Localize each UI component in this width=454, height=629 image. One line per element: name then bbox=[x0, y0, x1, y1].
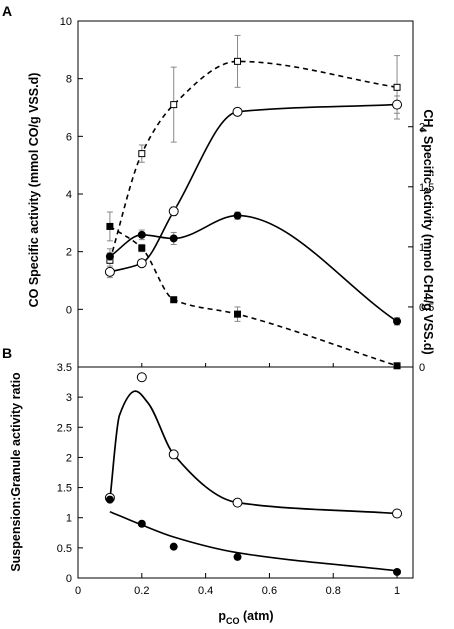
panel-b-y-axis-title: Suspension:Granule activity ratio bbox=[9, 372, 23, 572]
panel-a-right-tick-label: 0 bbox=[419, 362, 425, 374]
panel-a-series-3-point bbox=[105, 252, 114, 261]
panel-a-series-2-point bbox=[104, 266, 115, 277]
panel-b-plot bbox=[104, 372, 403, 576]
panel-a-left-ticks: 0 2 4 6 8 10 bbox=[60, 16, 83, 316]
panel-a-series-1-point bbox=[393, 83, 401, 91]
panel-a-series-1-point bbox=[170, 101, 178, 109]
panel-a-series-4-line bbox=[109, 225, 398, 367]
panel-b-series-1-point bbox=[136, 372, 147, 383]
panel-b-x-tick-label: 0.8 bbox=[326, 585, 341, 597]
panel-a-series-4-point bbox=[138, 244, 146, 252]
panel-b-series-2-line bbox=[109, 510, 398, 572]
panel-a-series-3-point bbox=[393, 317, 402, 326]
panel-b-y-ticks: 0 0.5 1 1.5 2 2.5 3 3.5 bbox=[57, 362, 83, 585]
panel-b-y-tick-label: 0 bbox=[66, 573, 72, 585]
panel-a-series-2-line bbox=[109, 103, 398, 273]
panel-a-left-tick-label: 6 bbox=[66, 131, 72, 143]
panel-b-y-tick-label: 2.5 bbox=[57, 422, 72, 434]
panel-a-series-4-point bbox=[234, 310, 242, 318]
panel-a-right-tick-label: 2 bbox=[419, 122, 425, 134]
panel-b: B Suspension:Granule activity ratio pCO … bbox=[2, 345, 414, 626]
panel-a-left-tick-label: 8 bbox=[66, 74, 72, 86]
panel-a-left-tick-label: 2 bbox=[66, 247, 72, 259]
panel-a-series-4-point bbox=[170, 296, 178, 304]
panel-a-series-4-point bbox=[106, 222, 114, 230]
panel-b-x-tick-label: 0 bbox=[75, 585, 81, 597]
panel-b-y-tick-label: 0.5 bbox=[57, 543, 72, 555]
panel-b-series-2-point bbox=[137, 519, 146, 528]
panel-a-series-1-line bbox=[109, 60, 398, 261]
panel-b-x-tick-label: 0.6 bbox=[262, 585, 277, 597]
panel-b-y-tick-label: 1 bbox=[66, 513, 72, 525]
panel-b-series-1-point bbox=[232, 497, 243, 508]
panel-b-y-tick-label: 3 bbox=[66, 392, 72, 404]
panel-a-left-axis-title: CO Specific activity (mmol CO/g VSS.d) bbox=[27, 73, 41, 308]
panel-a-series-2-point bbox=[232, 106, 243, 117]
panel-a-series-4-point bbox=[393, 362, 401, 370]
panel-a-series-3-line bbox=[109, 214, 398, 322]
panel-b-series-1-line bbox=[109, 390, 398, 515]
panel-a-left-tick-label: 4 bbox=[66, 189, 72, 201]
panel-b-x-tick-label: 0.4 bbox=[198, 585, 213, 597]
panel-a-right-axis-title: CH4 Specific activity (mmol CH4/g VSS.d) bbox=[418, 109, 435, 354]
panel-b-x-tick-label: 0.2 bbox=[134, 585, 149, 597]
panel-a-plot bbox=[104, 34, 403, 370]
panel-b-frame bbox=[77, 366, 414, 579]
panel-a-series-3-point bbox=[169, 234, 178, 243]
panel-a-series-2-point bbox=[392, 99, 403, 110]
panel-b-x-axis-title: pCO (atm) bbox=[218, 609, 273, 626]
panel-b-y-tick-label: 1.5 bbox=[57, 483, 72, 495]
panel-b-series-2-point bbox=[169, 542, 178, 551]
panel-a-series-1-point bbox=[234, 57, 242, 65]
panel-a-left-tick-label: 10 bbox=[60, 16, 72, 28]
panel-a-series-1-point bbox=[138, 150, 146, 158]
panel-a-right-tick-label: 1 bbox=[419, 242, 425, 254]
panel-b-series-1-point bbox=[392, 508, 403, 519]
panel-a-series-3-point bbox=[137, 230, 146, 239]
panel-a-label: A bbox=[2, 3, 12, 19]
panel-b-y-tick-label: 2 bbox=[66, 452, 72, 464]
panel-b-series-2-point bbox=[393, 567, 402, 576]
panel-a-series-2-point bbox=[168, 206, 179, 217]
panel-a: A CO Specific activity (mmol CO/g VSS.d)… bbox=[2, 3, 435, 374]
panel-b-y-tick-label: 3.5 bbox=[57, 362, 72, 374]
panel-a-right-ticks: 0 0.5 1 1.5 2 bbox=[77, 122, 434, 374]
panel-b-label: B bbox=[2, 345, 12, 361]
panel-a-series-2-point bbox=[136, 258, 147, 269]
panel-a-frame bbox=[77, 20, 414, 368]
panel-b-series-2-point bbox=[105, 495, 114, 504]
panel-a-right-tick-label: 1.5 bbox=[419, 182, 434, 194]
panel-a-left-tick-label: 0 bbox=[66, 304, 72, 316]
panel-b-series-1-point bbox=[168, 449, 179, 460]
panel-a-right-tick-label: 0.5 bbox=[419, 302, 434, 314]
panel-b-x-tick-label: 1 bbox=[394, 585, 400, 597]
panel-b-series-2-point bbox=[233, 552, 242, 561]
panel-a-series-3-point bbox=[233, 211, 242, 220]
panel-b-x-ticks: 0 0.2 0.4 0.6 0.8 1 bbox=[75, 573, 400, 597]
